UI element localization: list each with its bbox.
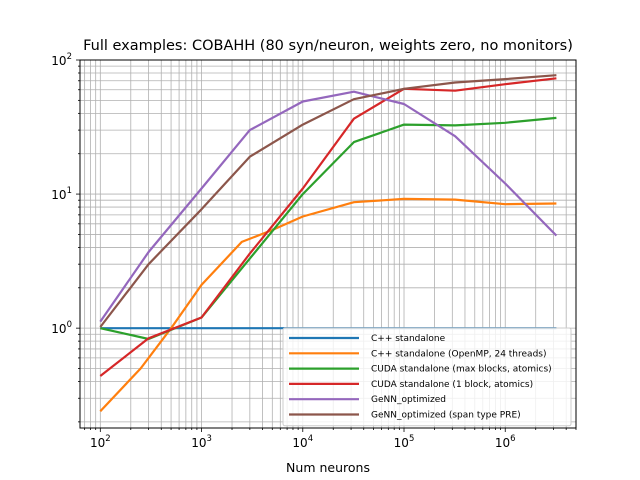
axes-layer	[79, 59, 577, 429]
y-tick-label: 101	[51, 186, 72, 202]
legend-label-1: C++ standalone	[371, 334, 446, 344]
x-tick-label-base: 10	[394, 436, 409, 450]
chart-title: Full examples: COBAHH (80 syn/neuron, we…	[83, 38, 573, 54]
x-tick-label-base: 10	[90, 436, 105, 450]
x-tick-label: 104	[292, 434, 313, 450]
x-tick-label: 102	[90, 434, 111, 450]
series-line-6	[99, 74, 557, 328]
series-line-5	[99, 90, 558, 323]
x-tick-label: 103	[191, 434, 212, 450]
y-tick-label-base: 10	[51, 54, 66, 68]
series-line-4	[99, 77, 557, 377]
x-tick-label-base: 10	[191, 436, 206, 450]
x-tick-label-exponent: 3	[206, 434, 211, 444]
x-tick-label-exponent: 5	[409, 434, 414, 444]
y-tick-label-exponent: 2	[67, 52, 72, 62]
y-tick-label: 102	[51, 52, 72, 68]
legend-label-5: GeNN_optimized	[371, 395, 446, 405]
legend: C++ standalone C++ standalone (OpenMP, 24…	[282, 327, 572, 427]
y-tick-label-exponent: 0	[67, 320, 72, 330]
y-tick-label-base: 10	[51, 322, 66, 336]
legend-label-6: GeNN_optimized (span type PRE)	[371, 411, 521, 421]
legend-label-2: C++ standalone (OpenMP, 24 threads)	[371, 349, 546, 359]
y-tick-label-exponent: 1	[67, 186, 72, 196]
plot-frame	[79, 59, 577, 429]
x-axis-label: Num neurons	[286, 460, 370, 475]
legend-label-4: CUDA standalone (1 block, atomics)	[371, 380, 533, 390]
series-line-2	[99, 197, 557, 412]
x-tick-label-base: 10	[495, 436, 510, 450]
legend-label-3: CUDA standalone (max blocks, atomics)	[371, 365, 552, 375]
x-tick-label-exponent: 4	[308, 434, 313, 444]
y-tick-label-base: 10	[51, 188, 66, 202]
series-layer	[99, 74, 558, 412]
x-tick-label-exponent: 2	[105, 434, 110, 444]
x-tick-label-exponent: 6	[510, 434, 515, 444]
x-tick-label: 105	[394, 434, 415, 450]
x-tick-label-base: 10	[292, 436, 307, 450]
x-tick-label: 106	[495, 434, 516, 450]
y-tick-label: 100	[51, 320, 72, 336]
